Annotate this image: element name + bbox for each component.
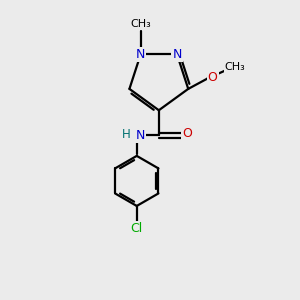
Text: N: N (136, 48, 145, 61)
Text: Cl: Cl (130, 222, 143, 235)
Text: N: N (172, 48, 182, 61)
Text: O: O (182, 127, 192, 140)
Text: N: N (136, 129, 145, 142)
Text: H: H (122, 128, 130, 141)
Text: CH₃: CH₃ (225, 62, 245, 72)
Text: O: O (208, 70, 218, 84)
Text: CH₃: CH₃ (130, 19, 151, 29)
